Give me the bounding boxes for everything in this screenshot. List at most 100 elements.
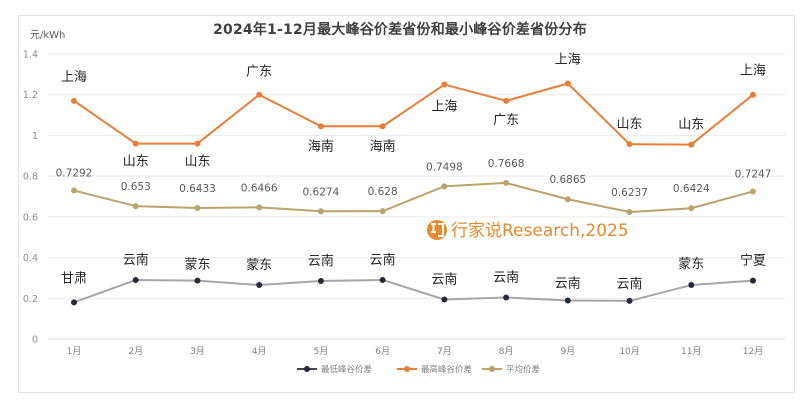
x-tick-label: 2月	[128, 346, 143, 357]
data-point[interactable]	[626, 297, 633, 304]
x-tick-label: 10月	[619, 346, 639, 357]
watermark-text: 行家说Research,2025	[451, 221, 629, 241]
y-tick-label: 0.6	[23, 212, 38, 223]
data-label: 云南	[493, 269, 519, 285]
data-point[interactable]	[441, 81, 448, 88]
data-point[interactable]	[194, 140, 201, 147]
data-label: 海南	[370, 138, 396, 154]
data-label: 上海	[555, 53, 581, 68]
data-point[interactable]	[626, 209, 633, 216]
data-point[interactable]	[71, 299, 77, 306]
gridlines	[48, 53, 785, 340]
data-point[interactable]	[379, 208, 386, 215]
data-point[interactable]	[688, 141, 695, 148]
data-point[interactable]	[256, 282, 263, 289]
x-tick-label: 1月	[67, 346, 82, 357]
legend-label[interactable]: 最高峰谷价差	[421, 364, 472, 375]
legend-marker	[304, 366, 310, 372]
data-point[interactable]	[503, 179, 510, 186]
data-point[interactable]	[564, 196, 571, 203]
y-tick-label: 1	[32, 131, 38, 142]
data-label: 云南	[431, 272, 457, 288]
data-label: 上海	[431, 100, 457, 115]
data-point[interactable]	[317, 277, 324, 284]
x-tick-label: 5月	[314, 346, 329, 357]
data-point[interactable]	[750, 91, 756, 98]
legend-marker	[489, 366, 495, 372]
data-point[interactable]	[626, 141, 633, 148]
data-label: 云南	[123, 252, 149, 268]
brand-logo-glyph	[431, 223, 444, 237]
data-point[interactable]	[194, 277, 201, 284]
data-label: 广东	[246, 65, 272, 80]
legend: 最低峰谷价差 最高峰谷价差 平均价差	[297, 364, 540, 375]
series-2: 0.7292 0.653 0.6433 0.6466 0.6274 0.628 0.7498…	[56, 158, 772, 216]
y-axis-ticks: 0 0.2 0.4 0.6 0.8 1 1.2 1.4	[23, 50, 38, 346]
data-label: 0.7668	[488, 158, 525, 170]
data-label: 0.628	[368, 186, 398, 198]
legend-label[interactable]: 平均价差	[506, 364, 540, 375]
data-point[interactable]	[750, 277, 756, 284]
data-point[interactable]	[317, 123, 324, 130]
data-label: 山东	[184, 155, 210, 170]
data-point[interactable]	[71, 97, 77, 104]
data-label: 0.6865	[549, 174, 586, 186]
data-point[interactable]	[132, 203, 139, 210]
data-point[interactable]	[132, 140, 139, 147]
series-line	[73, 278, 754, 304]
data-label: 广东	[493, 113, 519, 128]
legend-label[interactable]: 最低峰谷价差	[321, 364, 372, 375]
data-point[interactable]	[317, 208, 324, 215]
data-point[interactable]	[503, 97, 510, 104]
data-label: 云南	[370, 252, 396, 268]
data-label: 0.6424	[673, 183, 710, 195]
data-point[interactable]	[379, 276, 386, 283]
data-point[interactable]	[71, 187, 77, 194]
data-point[interactable]	[564, 297, 571, 304]
watermark: 行家说Research,2025	[427, 220, 629, 241]
y-axis-unit: 元/kWh	[30, 30, 65, 41]
series-line	[73, 82, 754, 146]
data-point[interactable]	[441, 296, 448, 303]
data-point[interactable]	[441, 183, 448, 190]
data-label: 宁夏	[740, 253, 766, 269]
data-point[interactable]	[564, 80, 571, 87]
y-tick-label: 0	[32, 335, 38, 346]
data-label: 云南	[555, 276, 581, 292]
x-axis-ticks: 1月 2月 3月 4月 5月 6月 7月 8月 9月 10月 11月 12月	[67, 346, 764, 357]
x-tick-label: 4月	[252, 346, 267, 357]
data-label: 0.6274	[303, 186, 340, 198]
data-label: 蒙东	[246, 258, 272, 273]
data-point[interactable]	[503, 294, 510, 301]
x-tick-label: 6月	[375, 346, 390, 357]
data-point[interactable]	[379, 123, 386, 130]
data-point[interactable]	[750, 188, 756, 195]
data-label: 0.7247	[735, 168, 772, 180]
series-line	[73, 181, 754, 214]
data-point[interactable]	[688, 205, 695, 212]
data-label: 0.7292	[56, 168, 93, 180]
data-label: 山东	[617, 117, 643, 132]
data-label: 0.6433	[179, 183, 216, 195]
data-point[interactable]	[688, 282, 695, 289]
data-label: 0.653	[121, 181, 151, 193]
data-label: 山东	[678, 118, 704, 133]
data-label: 0.6466	[241, 182, 278, 194]
chart-title: 2024年1-12月最大峰谷价差省份和最小峰谷价差省份分布	[213, 22, 587, 38]
data-label: 云南	[308, 253, 334, 269]
data-point[interactable]	[194, 205, 201, 212]
y-tick-label: 1.2	[23, 90, 38, 101]
data-point[interactable]	[256, 204, 263, 211]
data-point[interactable]	[256, 91, 263, 98]
chart-card	[18, 15, 795, 393]
data-point[interactable]	[132, 276, 139, 283]
data-label: 0.6237	[611, 187, 648, 199]
y-tick-label: 0.4	[23, 253, 38, 264]
data-label: 蒙东	[678, 257, 704, 272]
x-tick-label: 3月	[190, 346, 205, 357]
data-label: 上海	[740, 64, 766, 79]
